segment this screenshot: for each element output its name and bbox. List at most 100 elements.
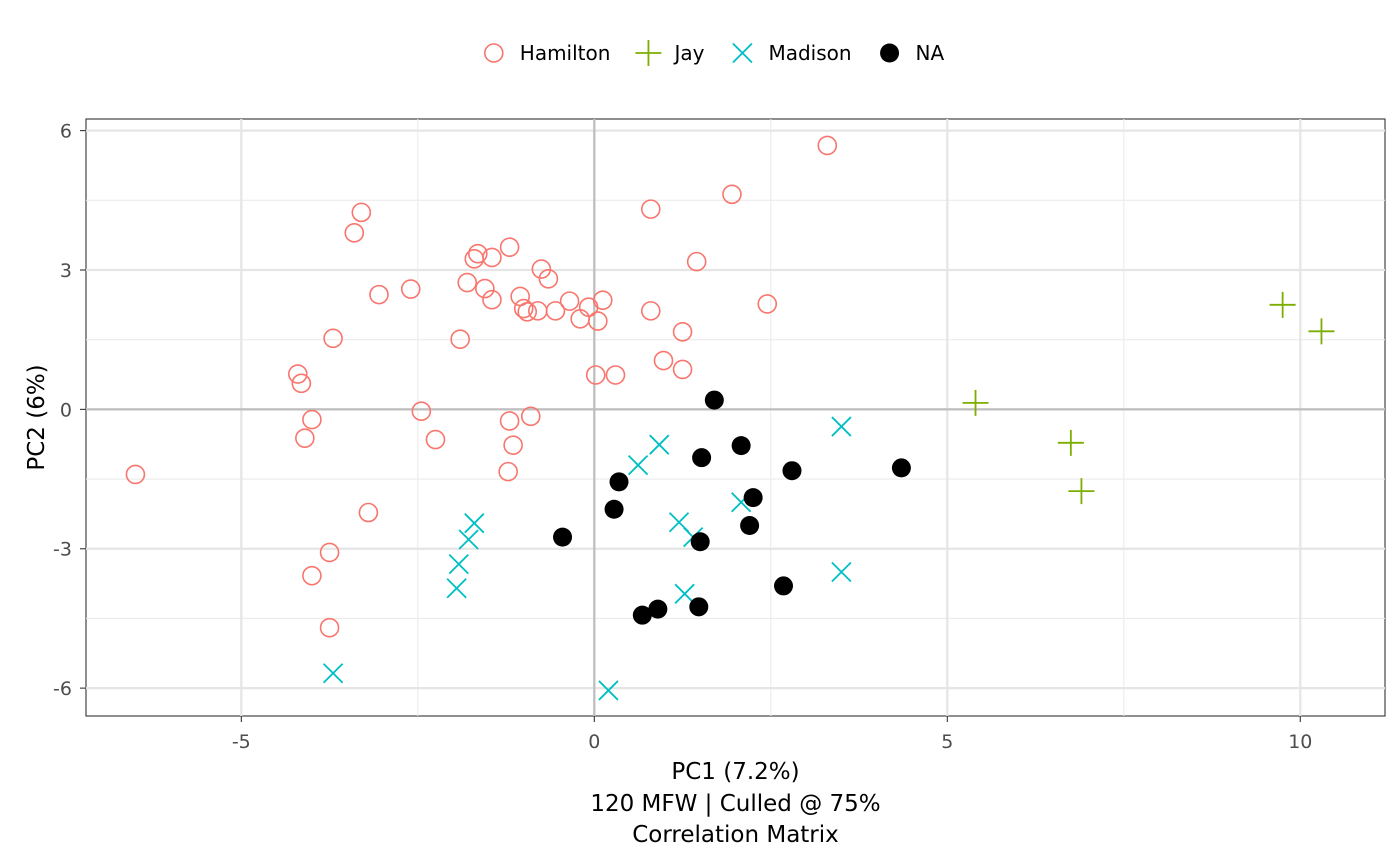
x-axis-title: PC1 (7.2%) <box>671 759 799 785</box>
point-hamilton <box>295 428 315 448</box>
legend-key-madison <box>732 42 753 64</box>
x-tick-label: 5 <box>941 731 953 753</box>
series-na <box>553 390 911 625</box>
legend: Hamilton Jay Madison NA <box>483 40 945 66</box>
point-na <box>553 527 573 547</box>
point-hamilton <box>757 294 778 314</box>
point-hamilton <box>570 308 590 329</box>
point-hamilton <box>640 199 661 219</box>
point-na <box>891 458 911 478</box>
point-hamilton <box>531 259 552 279</box>
point-jay <box>962 389 989 416</box>
point-jay <box>1269 291 1296 318</box>
point-hamilton <box>482 247 502 268</box>
legend-key-hamilton <box>483 43 504 63</box>
point-na <box>782 461 802 481</box>
point-hamilton <box>528 301 548 321</box>
point-hamilton <box>513 298 534 319</box>
point-hamilton <box>653 350 674 371</box>
point-jay <box>1068 478 1095 505</box>
panel-border <box>85 118 1386 717</box>
point-hamilton <box>425 429 446 450</box>
point-hamilton <box>319 617 340 638</box>
data-points <box>125 135 1335 701</box>
point-madison <box>627 454 649 476</box>
legend-item-madison: Madison <box>732 41 852 65</box>
point-na <box>731 436 751 456</box>
point-hamilton <box>498 461 518 482</box>
point-hamilton <box>302 409 322 430</box>
point-madison <box>674 583 695 604</box>
point-hamilton <box>468 243 488 264</box>
point-hamilton <box>686 251 707 272</box>
y-tick-label: 3 <box>60 260 72 282</box>
point-hamilton <box>499 237 520 258</box>
point-na <box>690 532 710 552</box>
legend-label: Jay <box>672 41 704 65</box>
y-axis-title: PC2 (6%) <box>24 364 50 470</box>
x-tick-label: -5 <box>232 731 251 753</box>
legend-key-jay <box>635 40 662 66</box>
point-na <box>604 499 624 519</box>
point-na <box>609 472 629 492</box>
point-hamilton <box>464 249 485 269</box>
point-hamilton <box>503 435 523 455</box>
point-madison <box>448 553 469 575</box>
point-na <box>704 390 724 410</box>
x-tick-label: 0 <box>588 731 600 753</box>
point-madison <box>322 663 344 684</box>
point-na <box>648 599 668 619</box>
point-hamilton <box>450 329 470 350</box>
point-hamilton <box>358 502 379 523</box>
legend-item-hamilton: Hamilton <box>483 41 611 65</box>
point-hamilton <box>588 311 608 331</box>
point-hamilton <box>291 373 312 394</box>
caption-line-1: 120 MFW | Culled @ 75% <box>590 791 880 817</box>
point-hamilton <box>640 301 661 321</box>
series-hamilton <box>125 135 838 638</box>
y-tick-label: -6 <box>53 678 72 700</box>
grid-lines <box>86 119 1385 716</box>
point-jay <box>1057 429 1084 456</box>
point-hamilton <box>517 302 538 322</box>
legend-label: NA <box>916 41 945 65</box>
caption-line-2: Correlation Matrix <box>632 822 839 848</box>
point-hamilton <box>411 401 432 422</box>
point-hamilton <box>302 565 322 586</box>
point-madison <box>458 529 479 550</box>
point-hamilton <box>605 365 626 385</box>
point-na <box>743 488 763 508</box>
point-hamilton <box>817 135 838 156</box>
point-hamilton <box>351 202 372 223</box>
legend-label: Hamilton <box>520 41 611 65</box>
point-hamilton <box>319 542 340 563</box>
point-na <box>689 597 709 617</box>
point-hamilton <box>287 364 308 384</box>
point-madison <box>446 578 467 599</box>
point-hamilton <box>457 272 478 293</box>
x-tick-label: 10 <box>1288 731 1312 753</box>
point-hamilton <box>722 184 742 205</box>
point-na <box>740 516 760 536</box>
point-hamilton <box>344 223 365 243</box>
y-tick-label: 0 <box>60 399 72 421</box>
legend-item-na: NA <box>880 41 945 65</box>
y-tick-label: -3 <box>53 539 72 561</box>
legend-label: Madison <box>768 41 851 65</box>
point-na <box>774 576 794 596</box>
point-hamilton <box>400 279 421 299</box>
point-hamilton <box>559 291 580 311</box>
point-hamilton <box>592 290 613 310</box>
point-hamilton <box>125 464 146 485</box>
point-hamilton <box>585 365 606 385</box>
point-hamilton <box>672 359 693 380</box>
legend-item-jay: Jay <box>635 40 705 66</box>
point-madison <box>831 561 852 583</box>
point-hamilton <box>369 284 389 305</box>
point-jay <box>1308 318 1335 345</box>
y-tick-label: 6 <box>60 121 72 143</box>
point-hamilton <box>499 411 520 431</box>
point-hamilton <box>538 269 559 289</box>
point-hamilton <box>475 278 495 299</box>
